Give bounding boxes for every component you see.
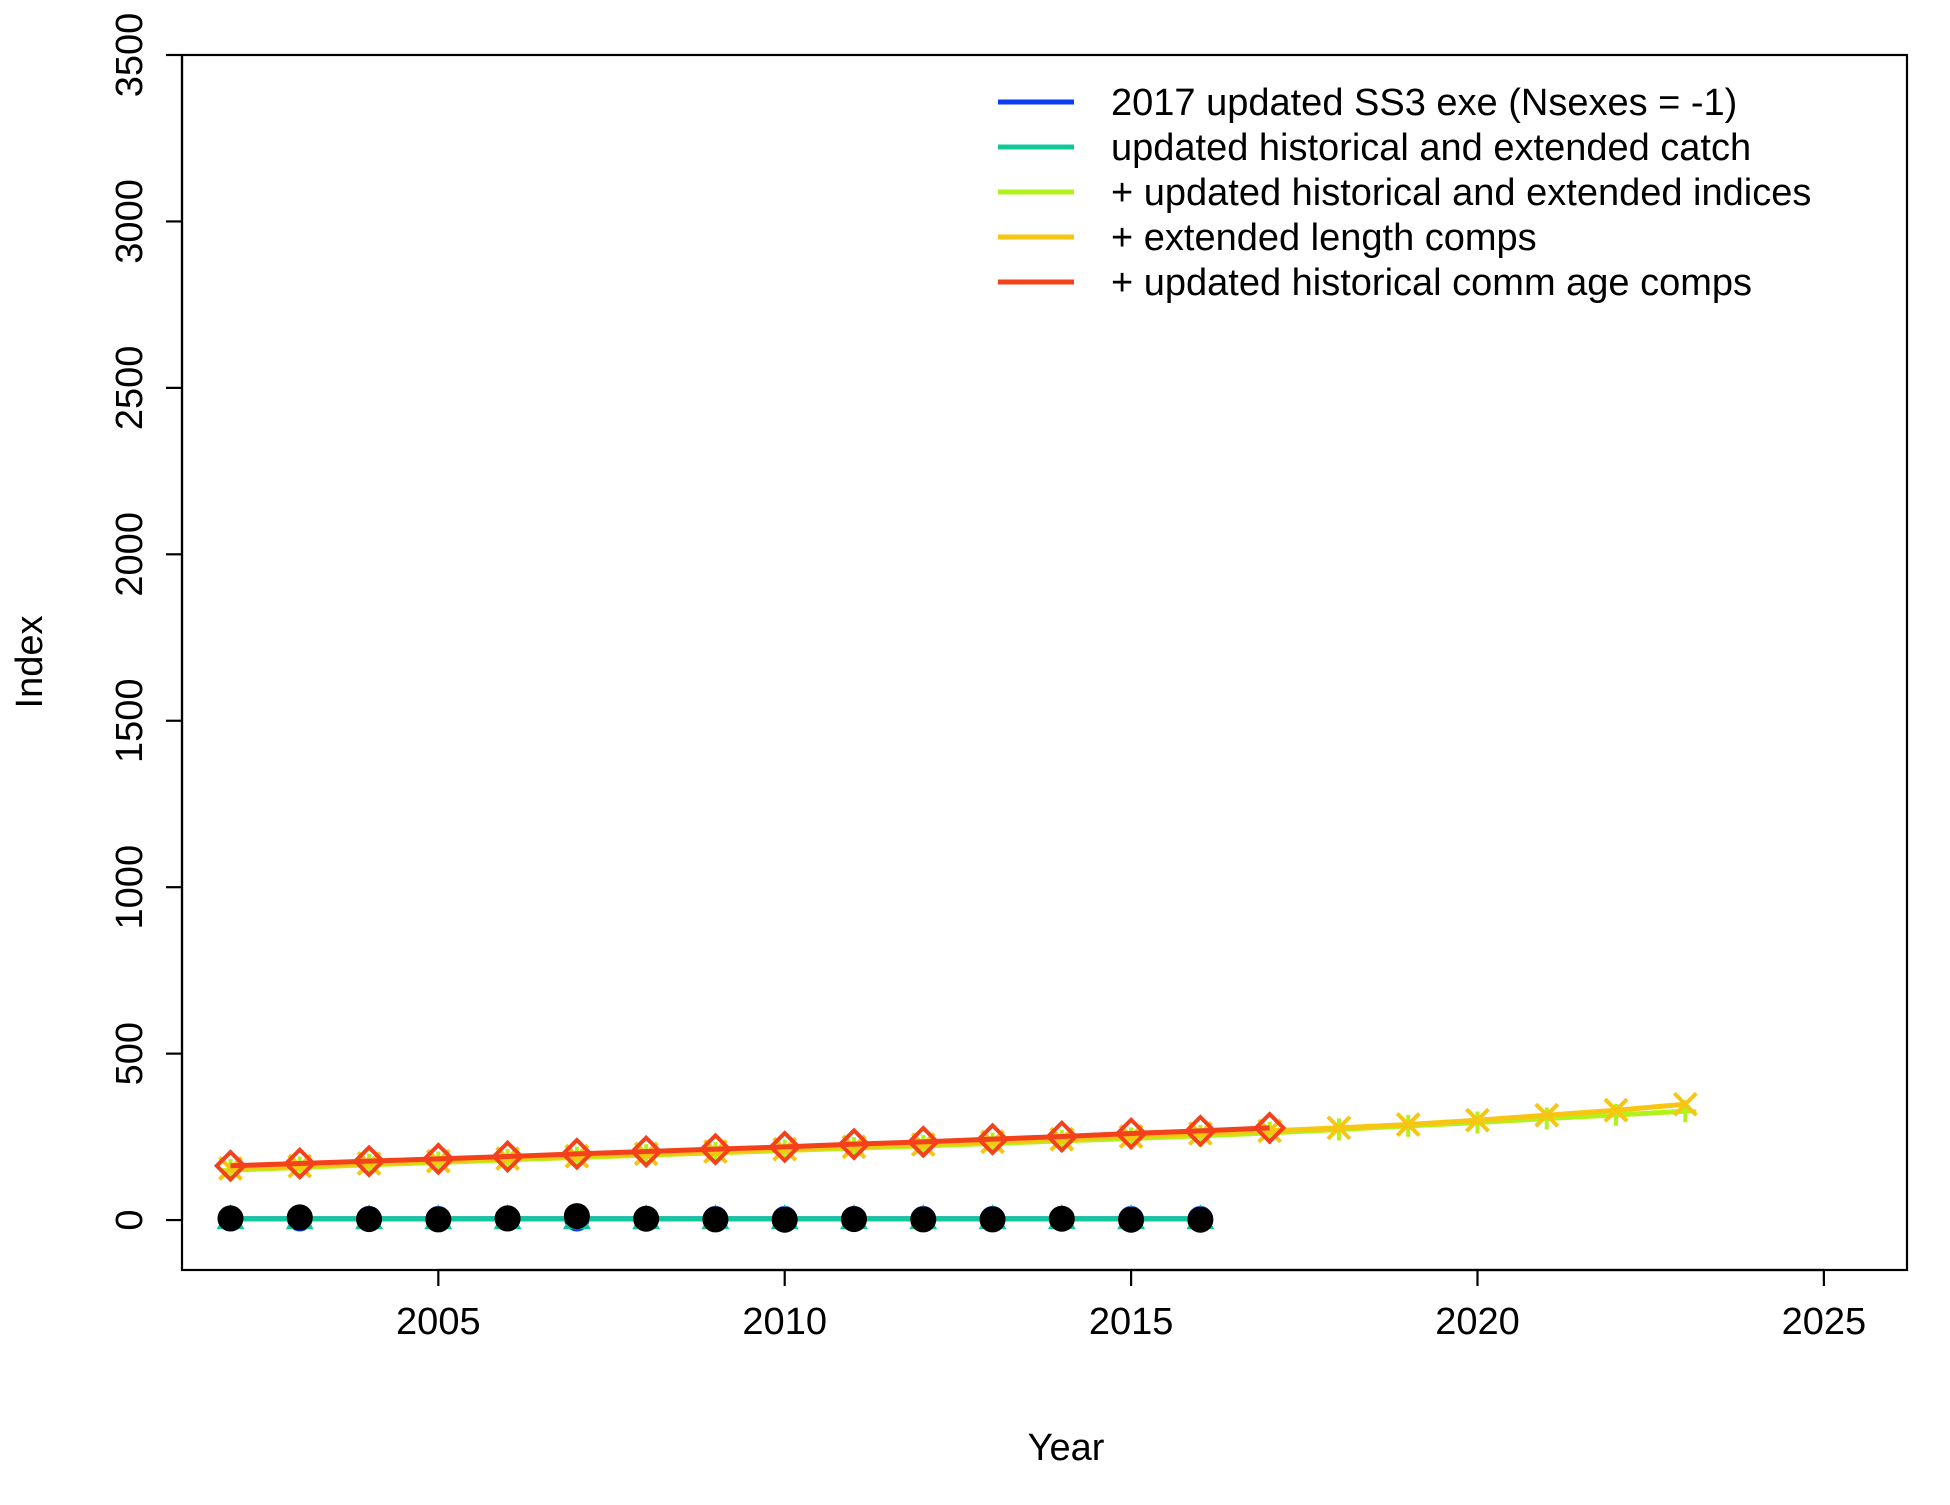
diamond-marker [1183, 1114, 1217, 1148]
observed-point [633, 1205, 660, 1232]
diamond-marker [768, 1130, 802, 1164]
cross-marker [1603, 1097, 1629, 1123]
diamond-marker [698, 1132, 733, 1166]
observed-point [1048, 1205, 1075, 1232]
legend-label: + updated historical comm age comps [1111, 262, 1752, 304]
cross-marker [1465, 1107, 1490, 1133]
legend-label: updated historical and extended catch [1111, 127, 1751, 169]
observed-point [771, 1206, 798, 1233]
cross-marker [1395, 1112, 1421, 1137]
diamond-marker [283, 1146, 317, 1181]
legend-item: 2017 updated SS3 exe (Nsexes = -1) [998, 82, 1737, 124]
diamond-marker [906, 1125, 940, 1159]
diamond-marker [629, 1134, 663, 1169]
observed-point [425, 1206, 452, 1233]
y-tick-label: 3500 [109, 13, 151, 98]
diamond-marker [1045, 1119, 1079, 1154]
diamond-marker [837, 1127, 871, 1161]
legend-label: + extended length comps [1111, 217, 1537, 259]
y-axis-label: Index [9, 616, 51, 709]
diamond-marker [560, 1137, 594, 1171]
observed-point [356, 1206, 383, 1233]
y-tick-label: 0 [109, 1209, 151, 1230]
series-line [218, 1091, 1698, 1181]
y-tick-label: 500 [109, 1022, 151, 1085]
axes: 2005 2010 2015 2020 2025 0 500 1000 1500 2000 2500… [109, 13, 1866, 1343]
legend-label: + updated historical and extended indice… [1111, 172, 1811, 214]
legend-item: + extended length comps [998, 217, 1537, 259]
y-tick-label: 2500 [109, 346, 151, 431]
legend-item: + updated historical and extended indice… [998, 172, 1811, 214]
observed-point [217, 1205, 244, 1232]
plus-marker [1535, 1107, 1558, 1130]
legend-label: 2017 updated SS3 exe (Nsexes = -1) [1111, 82, 1737, 124]
x-tick-label: 2020 [1435, 1301, 1520, 1343]
y-tick-label: 1000 [109, 845, 151, 930]
cross-marker [1672, 1091, 1698, 1117]
x-axis-label: Year [1028, 1427, 1105, 1469]
cross-marker [1326, 1115, 1352, 1141]
y-tick-label: 1500 [109, 678, 151, 763]
y-tick-label: 2000 [109, 512, 151, 597]
legend-item: + updated historical comm age comps [998, 262, 1752, 304]
observed-point [840, 1206, 867, 1233]
observed-point [286, 1204, 313, 1231]
legend: 2017 updated SS3 exe (Nsexes = -1)update… [998, 82, 1811, 304]
diamond-marker [975, 1122, 1010, 1156]
diamond-marker [491, 1139, 525, 1174]
diamond-marker [213, 1149, 248, 1183]
series-line [213, 1111, 1287, 1183]
cross-marker [1534, 1102, 1560, 1128]
y-tick-label: 3000 [109, 179, 151, 264]
diamond-marker [352, 1144, 386, 1178]
x-tick-label: 2010 [742, 1301, 827, 1343]
observed-point [1118, 1206, 1145, 1233]
observed-point [1187, 1206, 1214, 1233]
series-path [230, 1125, 1270, 1169]
x-tick-label: 2015 [1089, 1301, 1174, 1343]
legend-item: updated historical and extended catch [998, 127, 1751, 169]
observed-point [702, 1206, 729, 1233]
diamond-marker [421, 1142, 455, 1176]
diamond-marker [1253, 1111, 1287, 1145]
observed-point [979, 1206, 1006, 1233]
diamond-marker [1114, 1116, 1148, 1151]
x-tick-label: 2025 [1782, 1301, 1867, 1343]
observed-point [494, 1205, 521, 1232]
observed-point [910, 1206, 937, 1233]
observed-point [563, 1203, 590, 1230]
observed-points [217, 1203, 1214, 1233]
x-tick-label: 2005 [396, 1301, 481, 1343]
